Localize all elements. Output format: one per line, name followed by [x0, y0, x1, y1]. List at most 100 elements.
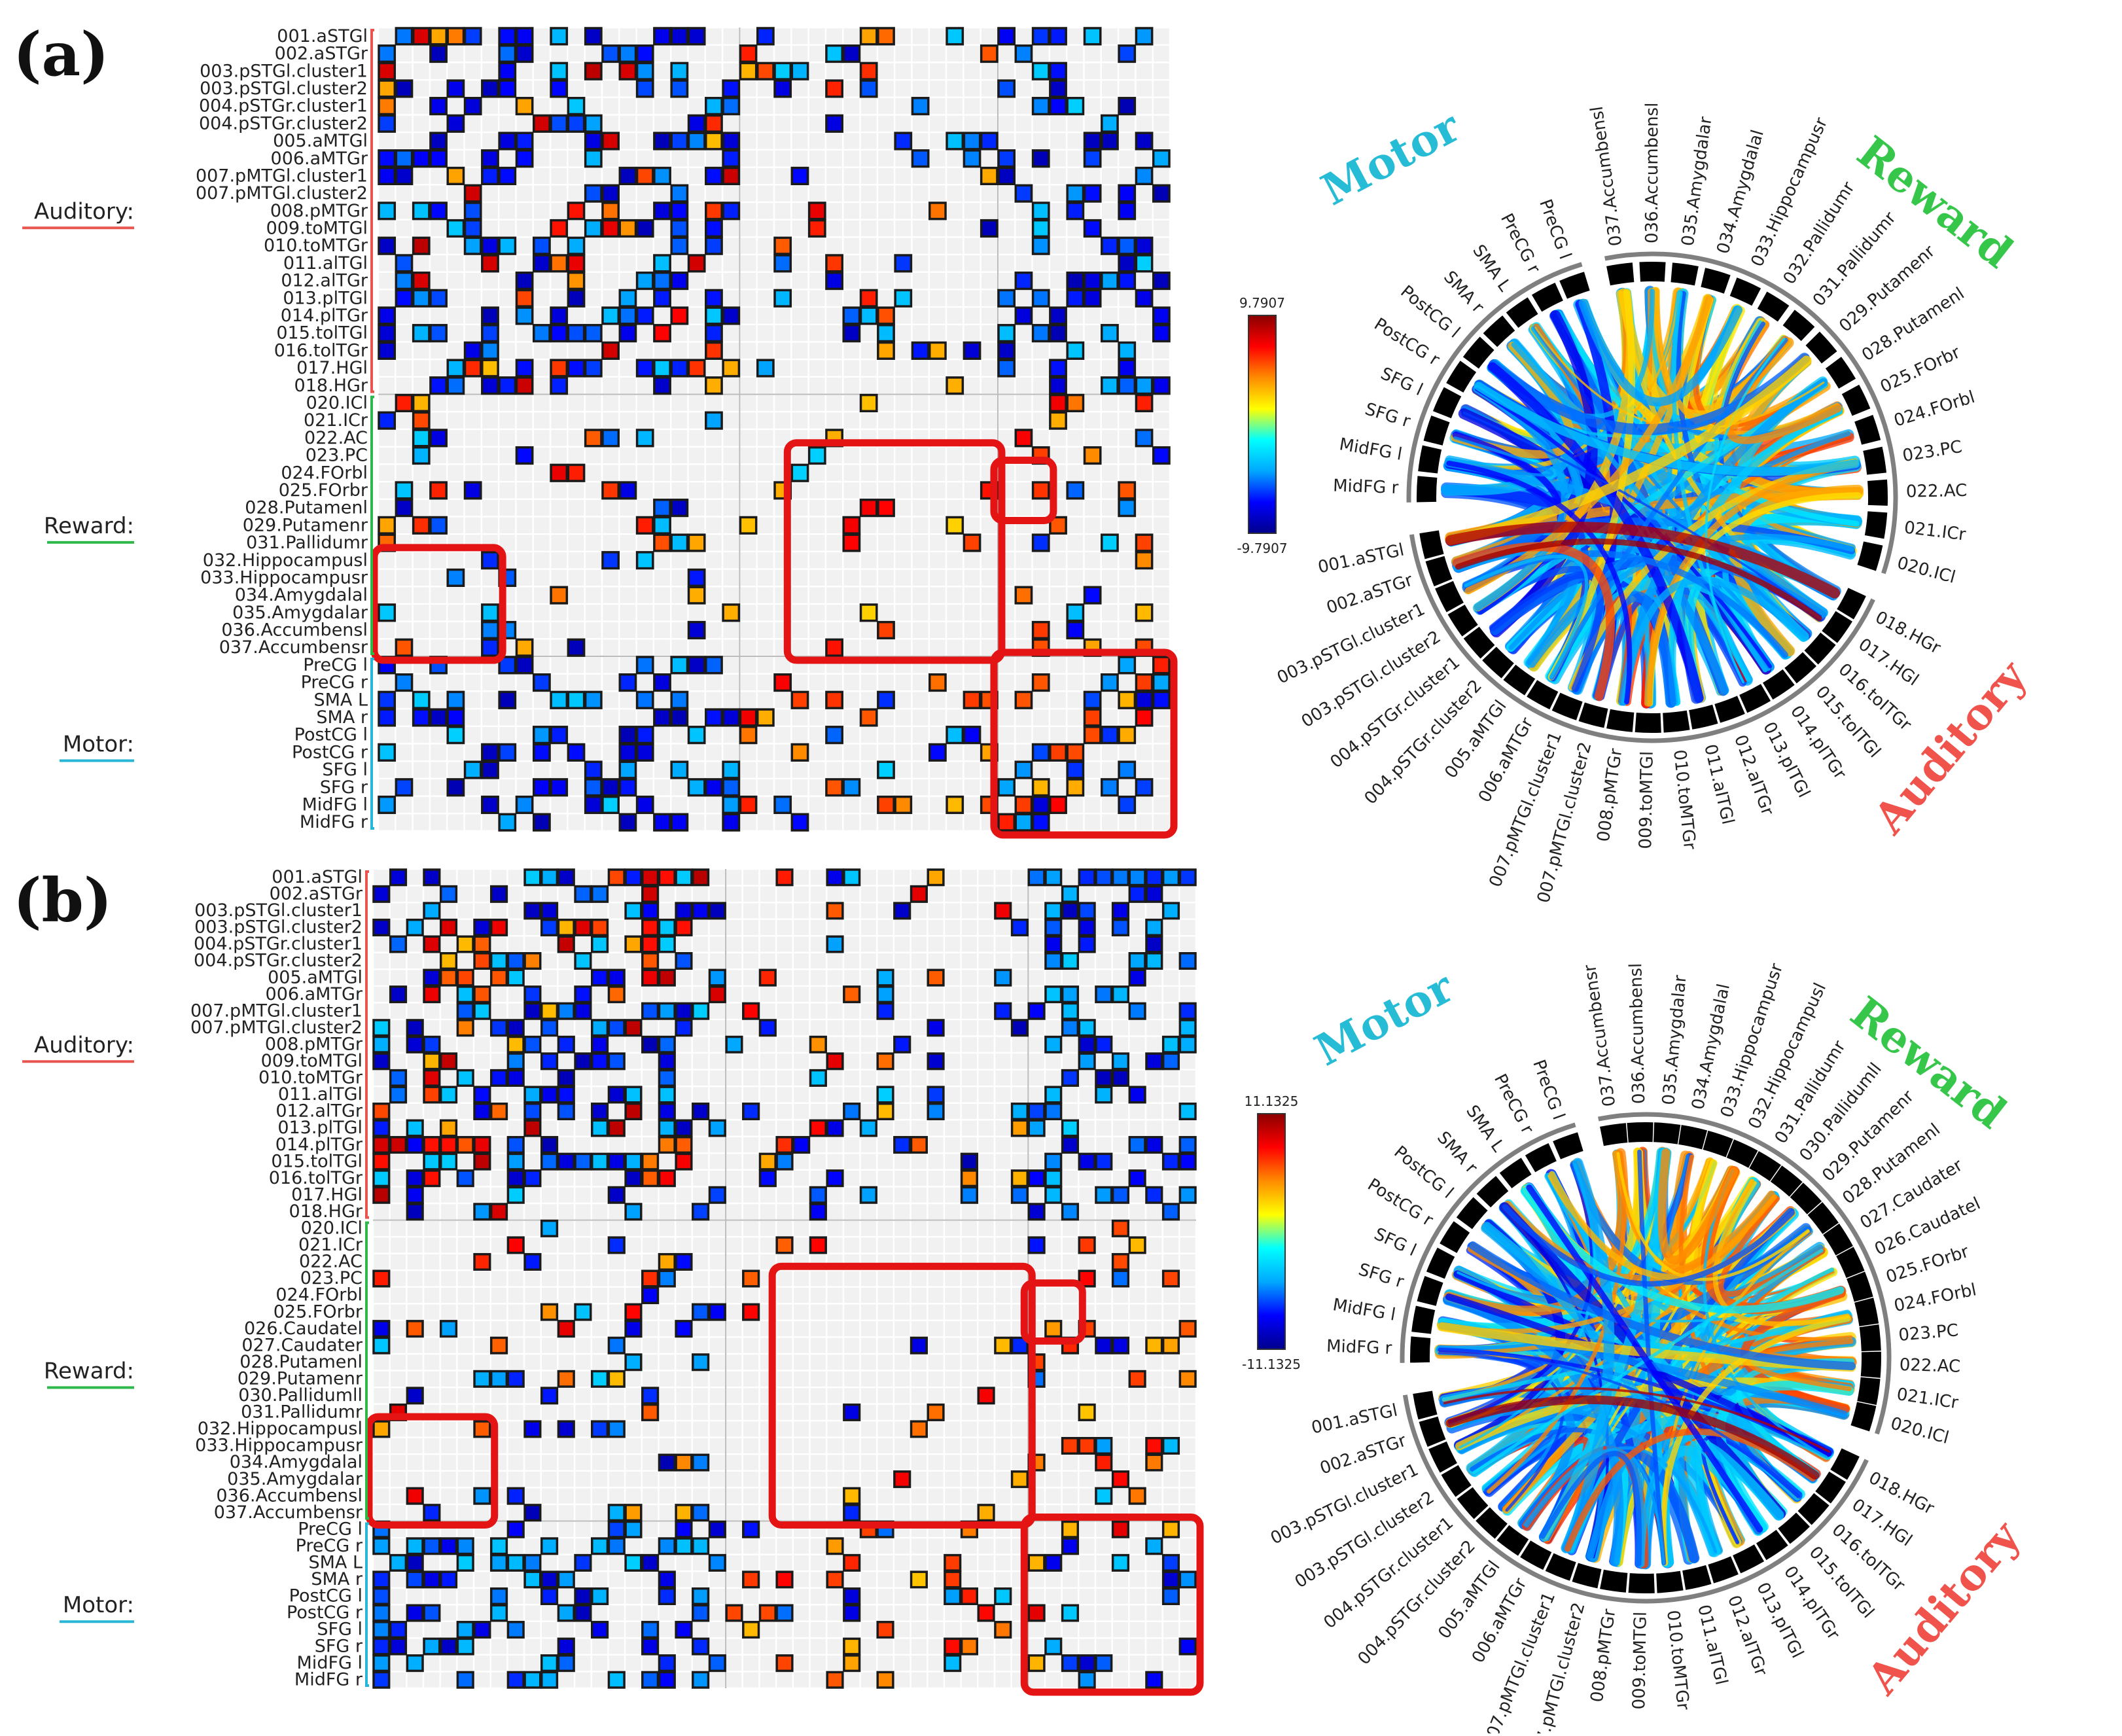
row-label: 007.pMTGl.cluster2	[196, 183, 368, 204]
matrix-cell	[911, 341, 930, 360]
matrix-cell	[1128, 868, 1146, 887]
matrix-cell	[1118, 481, 1137, 500]
matrix-cell	[378, 411, 397, 430]
matrix-cell	[1145, 1671, 1163, 1689]
matrix-cell	[618, 219, 637, 238]
matrix-cell	[567, 254, 586, 273]
matrix-cell	[550, 79, 569, 98]
matrix-cell	[523, 1420, 542, 1438]
row-label: 034.Amygdalal	[235, 585, 368, 605]
matrix-cell	[722, 132, 741, 151]
matrix-cell	[1135, 254, 1154, 273]
matrix-cell	[1010, 1470, 1029, 1489]
matrix-cell	[1078, 1019, 1096, 1037]
matrix-cell	[1178, 1152, 1197, 1171]
matrix-cell	[670, 760, 689, 779]
matrix-cell	[406, 1136, 424, 1154]
matrix-cell	[876, 985, 894, 1004]
matrix-cell	[876, 1671, 894, 1689]
row-label: 001.aSTGl	[272, 867, 363, 887]
node-segment	[1428, 1441, 1457, 1473]
matrix-cell	[658, 1069, 676, 1087]
matrix-panel-0: 001.aSTGl002.aSTGr003.pSTGl.cluster1003.…	[13, 19, 1178, 839]
matrix-cell	[618, 726, 637, 745]
matrix-cell	[725, 1035, 743, 1054]
matrix-cell	[635, 656, 654, 675]
node-segment	[1628, 1573, 1655, 1593]
matrix-cell	[635, 795, 654, 815]
matrix-cell	[395, 27, 414, 46]
matrix-cell	[927, 1403, 945, 1421]
matrix-cell	[498, 656, 517, 675]
matrix-cell	[997, 149, 1016, 168]
matrix-cell	[515, 132, 534, 151]
matrix-cell	[557, 1086, 575, 1104]
node-segment	[1559, 272, 1590, 299]
node-segment	[1545, 1553, 1576, 1581]
matrix-cell	[877, 760, 895, 779]
matrix-cell	[515, 44, 534, 63]
connection-chord	[1549, 337, 1788, 680]
matrix-cell	[456, 1169, 474, 1188]
node-segment	[1847, 1271, 1873, 1302]
matrix-cell	[506, 1136, 525, 1154]
matrix-cell	[1101, 324, 1119, 343]
matrix-cell	[607, 968, 626, 987]
connection-chord	[1523, 1448, 1665, 1565]
node-segment	[1854, 1298, 1879, 1327]
node-segment	[1822, 611, 1852, 643]
matrix-cell	[1145, 1336, 1163, 1355]
matrix-cell	[515, 359, 534, 378]
node-segment	[1815, 1471, 1846, 1504]
matrix-cell	[550, 586, 569, 605]
matrix-cell	[692, 1504, 710, 1522]
row-label: PostCG r	[292, 742, 368, 762]
matrix-cell	[1066, 620, 1085, 640]
matrix-cell	[473, 1621, 491, 1639]
matrix-cell	[550, 690, 569, 709]
matrix-cell	[773, 254, 792, 273]
matrix-cell	[412, 236, 431, 255]
matrix-cell	[675, 1252, 693, 1271]
node-segment	[1656, 1570, 1684, 1593]
network-arc	[1604, 251, 1898, 575]
matrix-cell	[1111, 1553, 1130, 1572]
colorbar-0: 9.7907 -9.7907	[1237, 295, 1287, 556]
matrix-cell	[675, 1320, 693, 1338]
node-segment	[1857, 1377, 1881, 1406]
matrix-cell	[742, 1102, 760, 1121]
connectogram-0: 037.Accumbensl 036.Accumbensl 035.Amygdala…	[1274, 101, 2037, 906]
matrix-cell	[523, 1002, 542, 1020]
node-segment	[1703, 1130, 1733, 1158]
matrix-cell	[1031, 620, 1050, 640]
matrix-cell	[567, 359, 586, 378]
group-label: Motor:	[63, 1592, 134, 1618]
matrix-cell	[894, 254, 913, 273]
matrix-cell	[506, 968, 525, 987]
matrix-cell	[635, 271, 654, 291]
matrix-cell	[826, 935, 844, 953]
matrix-cell	[1061, 952, 1080, 970]
node-label: 009.toMTGl	[1629, 1612, 1651, 1710]
row-label: 032.Hippocampusl	[198, 1419, 363, 1439]
matrix-cell	[618, 481, 637, 500]
matrix-cell	[372, 1420, 391, 1438]
matrix-cell	[859, 1119, 877, 1137]
matrix-cell	[658, 935, 676, 953]
matrix-cell	[473, 935, 491, 953]
matrix-cell	[705, 236, 723, 255]
matrix-cell	[607, 1119, 626, 1137]
matrix-cell	[446, 726, 465, 745]
matrix-cell	[675, 918, 693, 936]
matrix-cell	[641, 1387, 660, 1405]
matrix-cell	[946, 795, 964, 815]
node-label: SMA L	[1462, 1102, 1508, 1156]
matrix-panel-1: 001.aSTGl002.aSTGr003.pSTGl.cluster1003.…	[13, 865, 1204, 1696]
matrix-cell	[722, 149, 741, 168]
matrix-cell	[489, 1336, 508, 1355]
matrix-cell	[1101, 673, 1119, 692]
matrix-cell	[618, 44, 637, 63]
matrix-cell	[635, 359, 654, 378]
matrix-cell	[775, 1570, 794, 1589]
connection-chord	[1511, 342, 1768, 673]
